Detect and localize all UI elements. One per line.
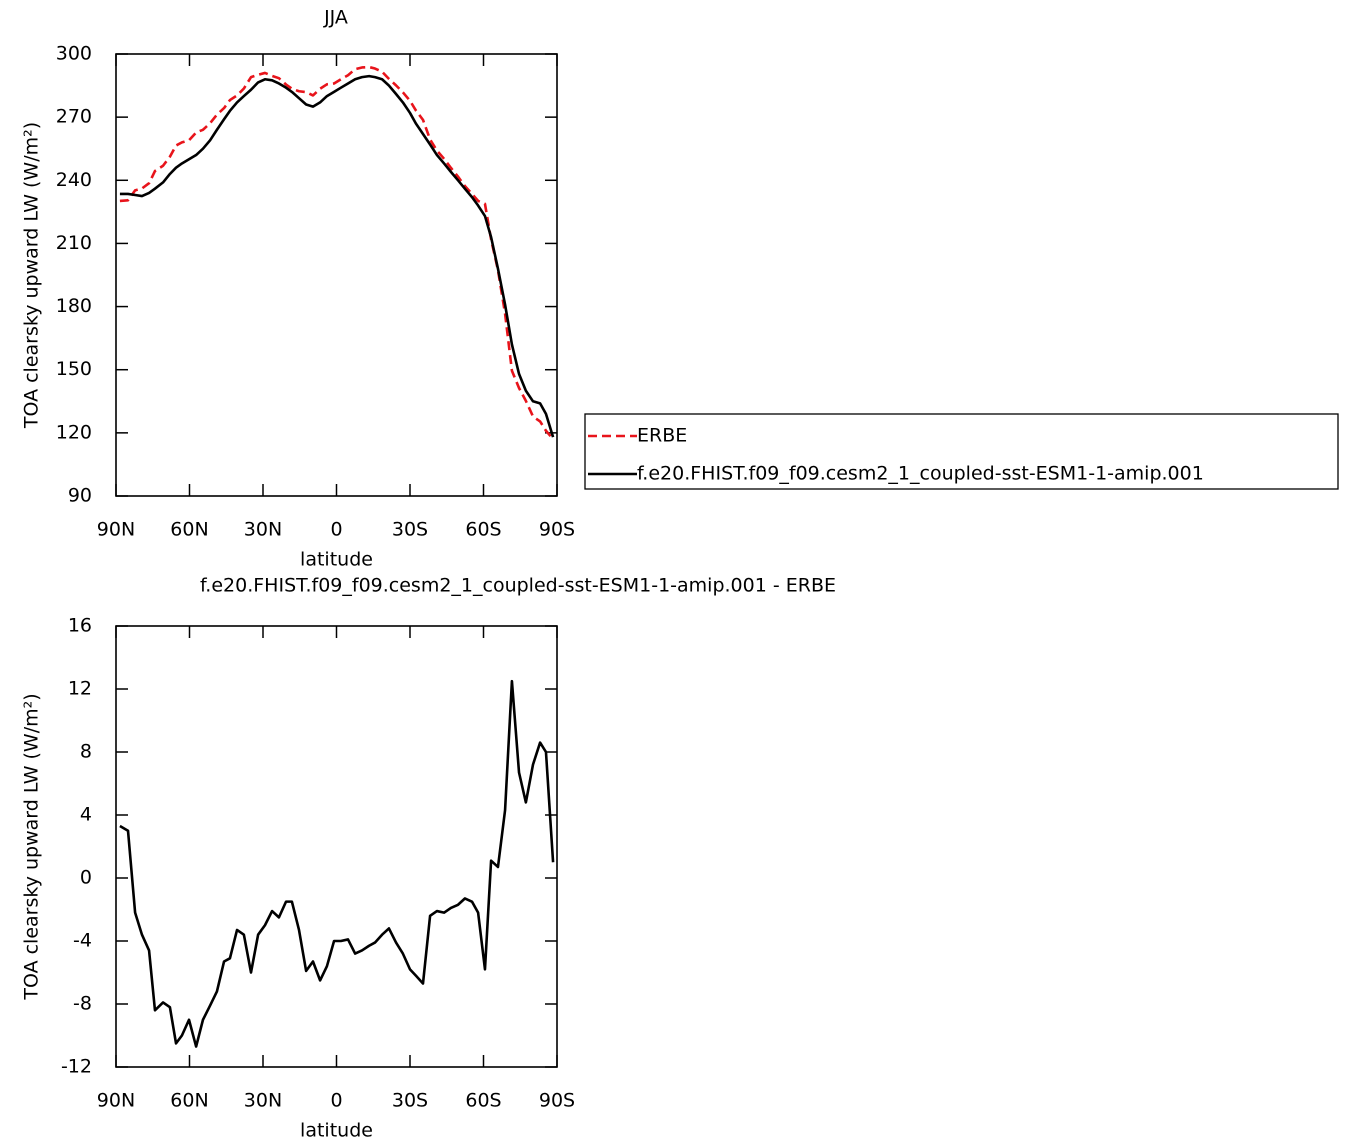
y-tick-label: 270 xyxy=(56,106,92,128)
y-tick-label: 8 xyxy=(80,741,92,763)
data-line xyxy=(119,65,555,441)
x-tick-label: 60S xyxy=(465,1090,501,1112)
y-tick-label: -4 xyxy=(73,930,92,952)
x-axis-label: latitude xyxy=(300,549,373,571)
y-axis-label: TOA clearsky upward LW (W/m²) xyxy=(21,122,43,429)
y-tick-label: 4 xyxy=(80,804,92,826)
data-line xyxy=(119,74,555,438)
y-tick-label: 0 xyxy=(80,867,92,889)
y-tick-label: 16 xyxy=(68,615,92,637)
y-tick-label: 150 xyxy=(56,358,92,380)
x-tick-label: 90N xyxy=(97,519,135,541)
x-tick-label: 60S xyxy=(465,519,501,541)
chart-title: JJA xyxy=(323,7,348,29)
data-line xyxy=(119,679,555,1048)
y-axis-label: TOA clearsky upward LW (W/m²) xyxy=(21,693,43,1000)
x-tick-label: 30N xyxy=(244,1090,282,1112)
y-tick-label: -12 xyxy=(61,1056,92,1078)
y-tick-label: 300 xyxy=(56,43,92,65)
x-tick-label: 0 xyxy=(330,519,342,541)
y-tick-label: 240 xyxy=(56,169,92,191)
x-axis-label: latitude xyxy=(300,1120,373,1142)
legend-label: ERBE xyxy=(637,425,687,447)
y-tick-label: 210 xyxy=(56,232,92,254)
x-tick-label: 0 xyxy=(330,1090,342,1112)
x-tick-label: 30S xyxy=(392,1090,428,1112)
y-tick-label: 12 xyxy=(68,678,92,700)
x-tick-label: 60N xyxy=(170,519,208,541)
legend-box xyxy=(584,413,1339,490)
plot-frame xyxy=(115,625,558,1068)
x-tick-label: 30S xyxy=(392,519,428,541)
plot-frame xyxy=(115,53,558,497)
x-tick-label: 60N xyxy=(170,1090,208,1112)
y-tick-label: -8 xyxy=(73,993,92,1015)
y-tick-label: 120 xyxy=(56,421,92,443)
chart-title: f.e20.FHIST.f09_f09.cesm2_1_coupled-sst-… xyxy=(200,575,836,597)
legend-label: f.e20.FHIST.f09_f09.cesm2_1_coupled-sst-… xyxy=(637,463,1204,485)
y-tick-label: 180 xyxy=(56,295,92,317)
x-tick-label: 30N xyxy=(244,519,282,541)
x-tick-label: 90S xyxy=(539,1090,575,1112)
x-tick-label: 90N xyxy=(97,1090,135,1112)
x-tick-label: 90S xyxy=(539,519,575,541)
y-tick-label: 90 xyxy=(68,485,92,507)
